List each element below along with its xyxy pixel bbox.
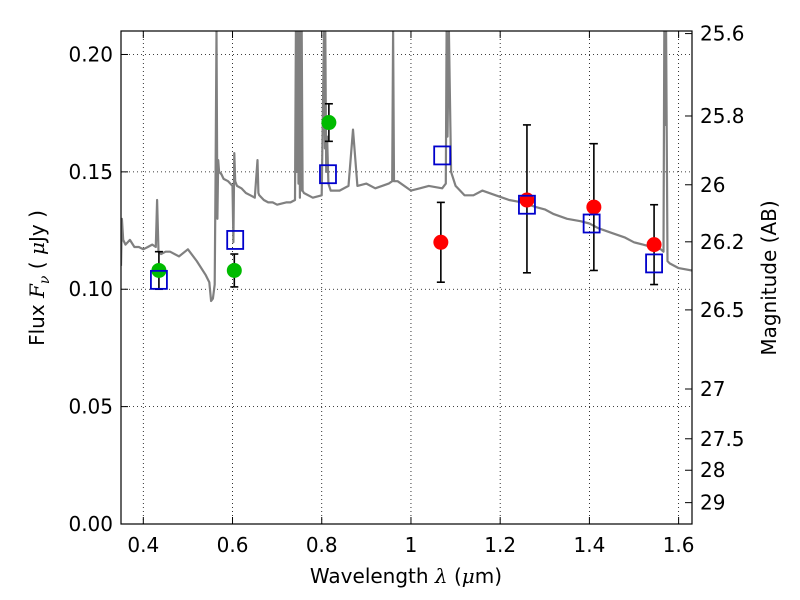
- y-ticks: 0.00 0.05 0.10 0.15 0.20: [68, 42, 128, 536]
- y2-ticks: 25.6 25.8 26 26.2 26.5 27 27.5 28 29: [685, 22, 745, 515]
- data-point-circle: [646, 237, 662, 253]
- x-tick-label: 0.4: [127, 533, 159, 557]
- data-point-square: [433, 145, 452, 166]
- spectrum-layer: [121, 31, 692, 303]
- y-tick-label: 0.20: [68, 42, 113, 66]
- y-tick-label: 0.15: [68, 160, 113, 184]
- data-point-square: [226, 230, 245, 250]
- y2-tick-label: 26.5: [700, 298, 745, 322]
- y2-tick-label: 26.2: [700, 230, 745, 254]
- y2-tick-label: 26: [700, 173, 725, 197]
- x-tick-label: 1.2: [484, 533, 516, 557]
- data-point-square: [518, 194, 536, 215]
- marker-layer: [150, 115, 663, 290]
- y2-tick-label: 29: [700, 491, 725, 515]
- data-point-circle: [586, 199, 602, 215]
- x-tick-label: 1.6: [663, 533, 695, 557]
- plot-frame: [120, 30, 693, 525]
- spectrum-line: [121, 31, 692, 303]
- y-tick-label: 0.00: [68, 512, 113, 536]
- x-axis-label: Wavelength λ (μm): [310, 564, 502, 588]
- data-point-square: [150, 269, 168, 290]
- y2-tick-label: 27: [700, 377, 725, 401]
- errorbar-layer: [154, 102, 659, 291]
- y2-axis-label: Magnitude (AB): [757, 200, 781, 355]
- data-point-square: [319, 164, 337, 185]
- x-tick-label: 0.6: [217, 533, 249, 557]
- data-point-circle: [226, 262, 242, 278]
- data-point-square: [582, 213, 601, 234]
- y2-tick-label: 27.5: [700, 427, 745, 451]
- x-tick-label: 1.4: [573, 533, 605, 557]
- y2-tick-label: 25.6: [700, 22, 745, 46]
- data-point-circle: [433, 234, 449, 250]
- x-tick-label: 1: [405, 533, 418, 557]
- y-axis-label: Flux Fν ( μJy ): [25, 210, 53, 346]
- y-tick-label: 0.05: [68, 395, 113, 419]
- x-ticks: 0.4 0.6 0.8 1 1.2 1.4 1.6: [127, 31, 695, 557]
- data-point-circle: [321, 115, 337, 131]
- data-point-circle: [519, 192, 535, 208]
- y2-tick-label: 28: [700, 458, 725, 482]
- data-point-square: [645, 253, 663, 274]
- y2-tick-label: 25.8: [700, 104, 745, 128]
- y-tick-label: 0.10: [68, 277, 113, 301]
- x-tick-label: 0.8: [306, 533, 338, 557]
